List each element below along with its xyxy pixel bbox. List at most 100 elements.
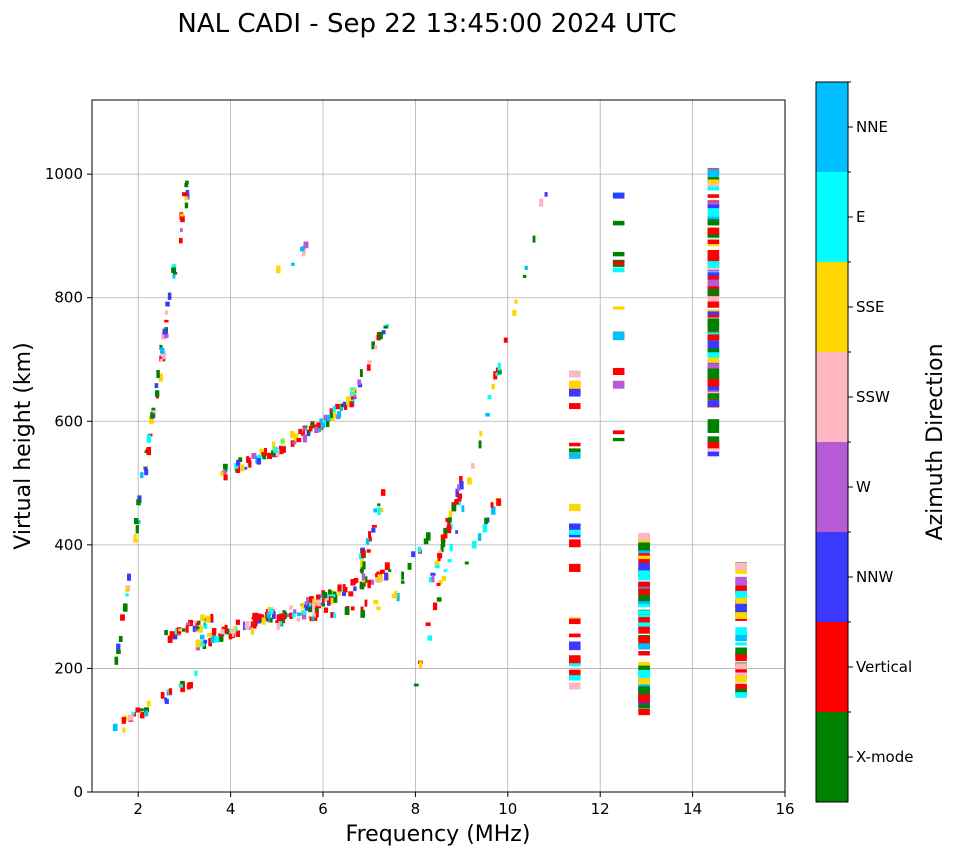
echo-point (264, 447, 267, 456)
echo-point (238, 457, 243, 462)
echo-point (304, 601, 309, 609)
echo-point (522, 274, 527, 278)
echo-column-point (707, 239, 720, 245)
echo-point (224, 467, 228, 473)
echo-column-point (612, 192, 625, 199)
echo-column-point (735, 691, 747, 698)
echo-point (228, 634, 232, 640)
echo-column-point (707, 296, 720, 302)
echo-point (371, 341, 375, 350)
echo-column-point (735, 590, 747, 598)
echo-point (199, 640, 205, 647)
echo-point (167, 292, 172, 300)
echo-point (310, 422, 314, 428)
echo-point (491, 383, 495, 390)
echo-point (235, 619, 241, 625)
echo-point (301, 248, 306, 257)
echo-point (165, 301, 170, 307)
echo-column-point (707, 451, 720, 457)
echo-column-point (707, 265, 720, 271)
echo-point (281, 446, 286, 453)
echo-point (360, 559, 364, 568)
echo-point (289, 612, 294, 619)
echo-point (366, 364, 371, 371)
echo-column-point (707, 350, 720, 356)
echo-point (250, 627, 255, 635)
echo-point (140, 472, 144, 479)
echo-point (316, 594, 320, 600)
data-points (112, 168, 747, 733)
echo-column-point (569, 523, 581, 530)
echo-point (445, 517, 449, 523)
echo-point (197, 625, 203, 633)
echo-column-point (707, 311, 720, 316)
colorbar-label: W (856, 478, 871, 496)
echo-column-point (612, 380, 625, 389)
echo-point (271, 611, 276, 619)
echo-point (244, 621, 250, 630)
plot-frame (91, 99, 786, 793)
echo-column-point (638, 636, 650, 644)
echo-point (459, 481, 464, 490)
echo-point (135, 707, 141, 713)
echo-point (330, 416, 335, 422)
echo-point (247, 457, 251, 464)
echo-column-point (612, 367, 625, 375)
echo-point (459, 475, 463, 485)
echo-point (273, 446, 278, 453)
echo-point (296, 612, 302, 617)
echo-column-point (638, 604, 650, 608)
echo-point (349, 401, 354, 408)
echo-point (261, 452, 265, 457)
echo-point (344, 606, 350, 616)
echo-point (377, 507, 381, 516)
echo-point (309, 596, 314, 602)
echo-point (366, 549, 371, 553)
echo-column-point (707, 288, 720, 296)
echo-point (125, 593, 129, 597)
echo-point (381, 330, 386, 335)
echo-point (444, 533, 448, 539)
echo-point (293, 609, 297, 615)
echo-point (203, 622, 207, 626)
echo-point (259, 448, 265, 454)
colorbar-segment (816, 262, 848, 352)
colorbar: X-mode Vertical NNW W SSW SSE E NNE (816, 81, 913, 802)
echo-point (230, 628, 235, 637)
echo-point (126, 585, 130, 589)
echo-point (223, 463, 228, 470)
echo-point (136, 520, 141, 524)
echo-point (337, 584, 342, 592)
echo-point (367, 579, 371, 589)
echo-point (342, 586, 348, 593)
echo-column-point (707, 201, 720, 207)
echo-column-point (707, 216, 720, 221)
echo-point (155, 390, 160, 397)
echo-point (242, 466, 248, 470)
echo-point (396, 592, 400, 602)
echo-point (180, 683, 186, 693)
echo-point (368, 536, 372, 542)
echo-point (140, 708, 144, 712)
echo-point (487, 394, 492, 400)
echo-point (443, 527, 448, 535)
echo-point (379, 569, 385, 574)
echo-point (337, 590, 341, 596)
echo-column-point (569, 403, 581, 410)
echo-point (233, 626, 237, 630)
echo-point (271, 450, 277, 456)
echo-column-point (735, 587, 747, 594)
echo-point (122, 603, 128, 612)
echo-point (298, 428, 302, 435)
echo-point (159, 344, 163, 350)
echo-column-point (569, 641, 581, 651)
echo-point (436, 582, 441, 587)
echo-point (144, 469, 149, 476)
echo-point (234, 462, 239, 471)
echo-point (301, 612, 307, 620)
echo-point (431, 574, 435, 583)
echo-column-point (638, 694, 650, 703)
chart-title: NAL CADI - Sep 22 13:45:00 2024 UTC (177, 9, 676, 39)
echo-point (400, 580, 405, 584)
echo-point (145, 448, 150, 453)
